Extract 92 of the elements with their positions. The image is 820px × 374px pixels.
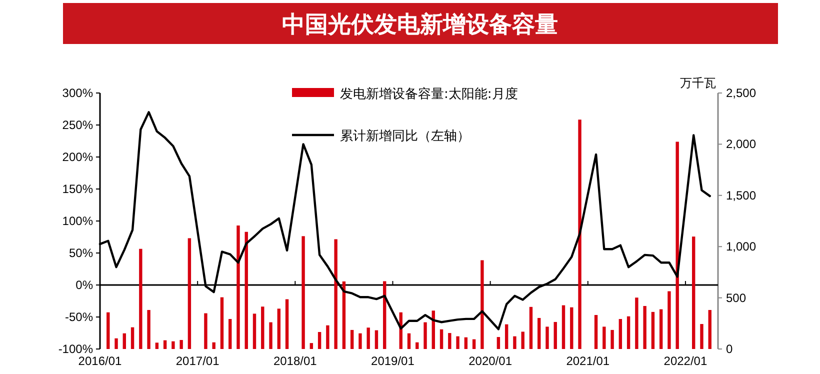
bar [464, 337, 468, 349]
bar [172, 341, 175, 349]
bar [570, 307, 574, 349]
bar [342, 281, 346, 349]
bar [480, 260, 484, 349]
y-tick-label: 300% [62, 86, 94, 100]
bar [546, 326, 549, 349]
y-tick-label: 100% [62, 214, 94, 228]
bar [326, 325, 330, 349]
legend-label: 发电新增设备容量:太阳能:月度 [340, 86, 518, 102]
bar [618, 318, 622, 349]
bar [188, 238, 192, 349]
y-tick-label: 50% [68, 246, 94, 260]
bar [659, 309, 663, 349]
bar [416, 342, 419, 349]
bar [651, 312, 655, 349]
y2-tick-label: 500 [726, 290, 746, 305]
y-tick-label: 200% [62, 150, 94, 164]
y2-tick-label: 1,500 [726, 188, 756, 202]
x-tick-label: 2017/01 [176, 354, 220, 368]
bar [114, 338, 118, 349]
bar [472, 339, 476, 349]
bar [122, 333, 126, 349]
bar [130, 327, 134, 349]
bar [700, 324, 704, 349]
bar [610, 330, 614, 349]
bar [277, 308, 280, 349]
bar [521, 332, 524, 349]
y-tick-label: -100% [58, 342, 94, 356]
legend-label: 累计新增同比（左轴） [340, 129, 470, 144]
bar [692, 236, 696, 349]
x-tick-label: 2016/01 [78, 354, 122, 368]
y-tick-label: 250% [62, 118, 94, 132]
y2-tick-label: 1,000 [726, 240, 756, 254]
bar [139, 248, 142, 349]
bar [106, 312, 110, 349]
x-tick-label: 2021/01 [566, 354, 610, 368]
x-tick-label: 2019/01 [371, 354, 415, 368]
y2-axis-title: 万千瓦 [680, 76, 716, 90]
bar [374, 330, 378, 349]
bar [554, 322, 557, 349]
bar [155, 342, 159, 349]
bar [496, 337, 500, 349]
bar [626, 316, 630, 349]
bar [668, 291, 671, 349]
bar [252, 314, 256, 349]
chart-title: 中国光伏发电新增设备容量 [282, 11, 558, 38]
bar [456, 336, 460, 349]
bar [350, 330, 354, 349]
x-tick-label: 2018/01 [273, 354, 318, 368]
bar [302, 236, 305, 349]
bar [334, 239, 338, 349]
bar [228, 318, 232, 349]
bar [708, 310, 712, 349]
bar [318, 332, 322, 349]
bar [269, 322, 272, 349]
bar [578, 120, 582, 349]
bar [635, 298, 638, 349]
bar [310, 343, 314, 349]
bar [147, 310, 150, 349]
bar [448, 333, 452, 349]
bar [424, 322, 427, 349]
bar [643, 306, 646, 349]
bar [594, 315, 598, 349]
bar [538, 318, 541, 349]
x-tick-label: 2020/01 [468, 354, 512, 368]
y-tick-label: 150% [62, 182, 94, 196]
bar [366, 328, 370, 349]
bar [602, 326, 606, 349]
bar [236, 226, 240, 349]
bar [676, 142, 679, 349]
y2-tick-label: 0 [726, 342, 733, 356]
y-tick-label: -50% [64, 310, 94, 324]
bar [407, 333, 411, 349]
bar [504, 324, 508, 349]
bar [212, 342, 216, 349]
y-tick-label: 0% [76, 278, 94, 292]
bar [163, 340, 167, 349]
bar [562, 305, 566, 349]
bar [244, 232, 248, 349]
bar [513, 336, 516, 349]
bar [440, 329, 444, 349]
bar [220, 297, 224, 349]
bar [204, 313, 208, 349]
y2-tick-label: 2,000 [726, 137, 756, 152]
bar [261, 306, 264, 349]
bar [180, 340, 183, 349]
bar [529, 306, 533, 349]
bar [358, 333, 362, 349]
y2-tick-label: 2,500 [726, 86, 756, 100]
x-tick-label: 2022/01 [664, 354, 708, 368]
bar [285, 299, 289, 349]
